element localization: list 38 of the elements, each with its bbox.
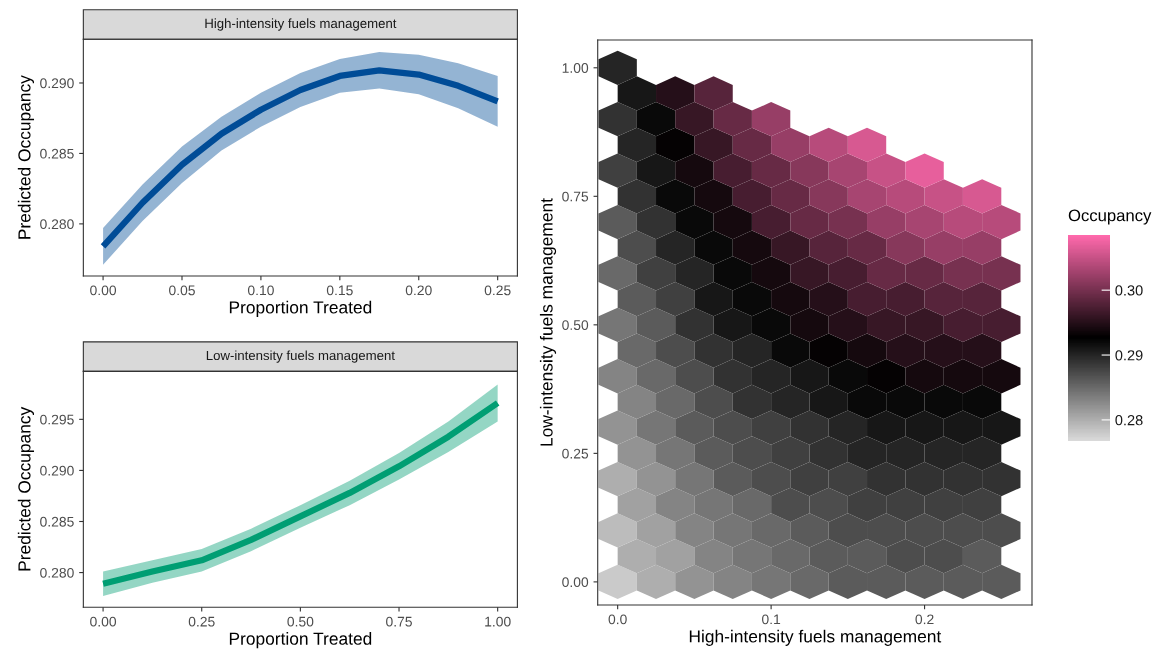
y-tick-label: 0.280	[40, 567, 74, 578]
y-tick-label: 0.50	[562, 320, 589, 330]
y-axis-title: Low-intensity fuels management	[539, 198, 557, 446]
color-bar-label: 0.28	[1115, 415, 1143, 426]
x-tick-label: 0.0	[608, 614, 627, 625]
x-tick-label: 0.75	[386, 616, 412, 627]
x-tick-label: 0.1	[762, 614, 781, 625]
color-bar-label: 0.30	[1115, 285, 1143, 296]
y-tick-label: 0.280	[40, 219, 74, 230]
x-tick-label: 0.50	[287, 616, 314, 627]
x-tick-label: 0.00	[90, 285, 117, 296]
y-tick-label: 0.75	[562, 191, 589, 202]
y-axis-title: Predicted Occupancy	[17, 75, 35, 239]
y-tick-label: 0.285	[40, 148, 74, 159]
y-tick-label: 0.290	[40, 465, 74, 476]
x-tick-label: 0.00	[90, 616, 117, 627]
x-axis-title: High-intensity fuels management	[689, 629, 942, 646]
y-tick-label: 0.290	[40, 78, 74, 89]
color-bar-title: Occupancy	[1068, 209, 1152, 225]
y-tick-label: 0.00	[562, 577, 589, 588]
x-axis-title: Proportion Treated	[229, 632, 372, 649]
x-tick-label: 1.00	[485, 616, 511, 627]
x-tick-label: 0.05	[169, 285, 195, 296]
x-tick-label: 0.15	[326, 285, 353, 296]
x-tick-label: 0.25	[484, 285, 511, 296]
y-axis-title: Predicted Occupancy	[17, 406, 35, 571]
x-axis-title: Proportion Treated	[229, 300, 372, 317]
color-bar-label: 0.29	[1115, 350, 1143, 361]
chart-title: High-intensity fuels management	[205, 18, 397, 31]
y-tick-label: 0.25	[562, 448, 589, 459]
y-tick-label: 0.285	[40, 516, 74, 527]
chart-title: Low-intensity fuels management	[206, 350, 395, 363]
x-tick-label: 0.10	[247, 285, 274, 296]
x-tick-label: 0.25	[188, 616, 215, 627]
x-tick-label: 0.2	[915, 614, 934, 625]
y-tick-label: 0.295	[40, 414, 74, 425]
y-tick-label: 1.00	[562, 63, 589, 73]
x-tick-label: 0.20	[405, 285, 432, 296]
